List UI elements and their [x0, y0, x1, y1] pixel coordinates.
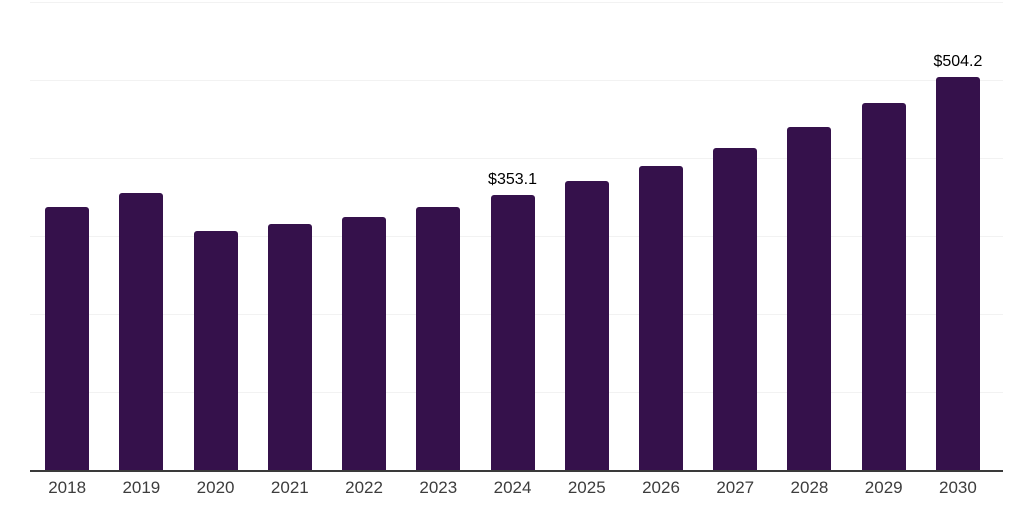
bar-slot-2025	[550, 2, 624, 470]
bar-slot-2021	[253, 2, 327, 470]
gridline-600	[30, 2, 1003, 3]
gridline-500	[30, 80, 1003, 81]
plot-area: $353.1 $504.2	[30, 2, 1003, 472]
bar-2024	[490, 194, 535, 470]
x-tick-label-2028: 2028	[790, 478, 829, 497]
bar-slot-2026	[624, 2, 698, 470]
bar-slot-2028	[772, 2, 846, 470]
bar-2030	[935, 76, 980, 470]
bar-2028	[787, 126, 832, 470]
bar-slot-2027	[698, 2, 772, 470]
x-tick-label-2019: 2019	[122, 478, 161, 497]
bar-slot-2022	[327, 2, 401, 470]
bar-slot-2018	[30, 2, 104, 470]
x-axis: 2018 2019 2020 2021 2022 2023 2024 2025 2026 2027…	[30, 478, 995, 498]
bar-2021	[267, 223, 312, 470]
bar-2022	[342, 216, 387, 470]
x-tick-label-2025: 2025	[567, 478, 606, 497]
bar-slot-2019	[104, 2, 178, 470]
bar-2020	[193, 231, 238, 470]
bars-container: $353.1 $504.2	[30, 2, 995, 470]
x-tick-label-2029: 2029	[864, 478, 903, 497]
bar-2023	[416, 207, 461, 470]
x-tick-label-2018: 2018	[48, 478, 87, 497]
bar-slot-2023	[401, 2, 475, 470]
bar-value-label-2030: $504.2	[933, 52, 983, 70]
x-tick-label-2024: 2024	[493, 478, 532, 497]
bar-slot-2030: $504.2	[921, 2, 995, 470]
x-tick-label-2020: 2020	[196, 478, 235, 497]
x-tick-label-2030: 2030	[939, 478, 977, 497]
bar-2026	[638, 165, 683, 470]
x-tick-label-2026: 2026	[642, 478, 680, 497]
bar-2025	[564, 181, 609, 470]
bar-value-label-2024: $353.1	[488, 170, 537, 188]
x-tick-label-2023: 2023	[419, 478, 458, 497]
x-tick-label-2027: 2027	[716, 478, 755, 497]
bar-2027	[713, 147, 758, 470]
bar-slot-2029	[847, 2, 921, 470]
x-tick-label-2022: 2022	[345, 478, 383, 497]
bar-slot-2020	[178, 2, 252, 470]
bar-2029	[861, 103, 906, 470]
gridline-400	[30, 158, 1003, 159]
bar-slot-2024: $353.1	[475, 2, 549, 470]
bar-2018	[45, 207, 90, 470]
x-tick-label-2021: 2021	[270, 478, 309, 497]
bar-2019	[119, 193, 164, 470]
